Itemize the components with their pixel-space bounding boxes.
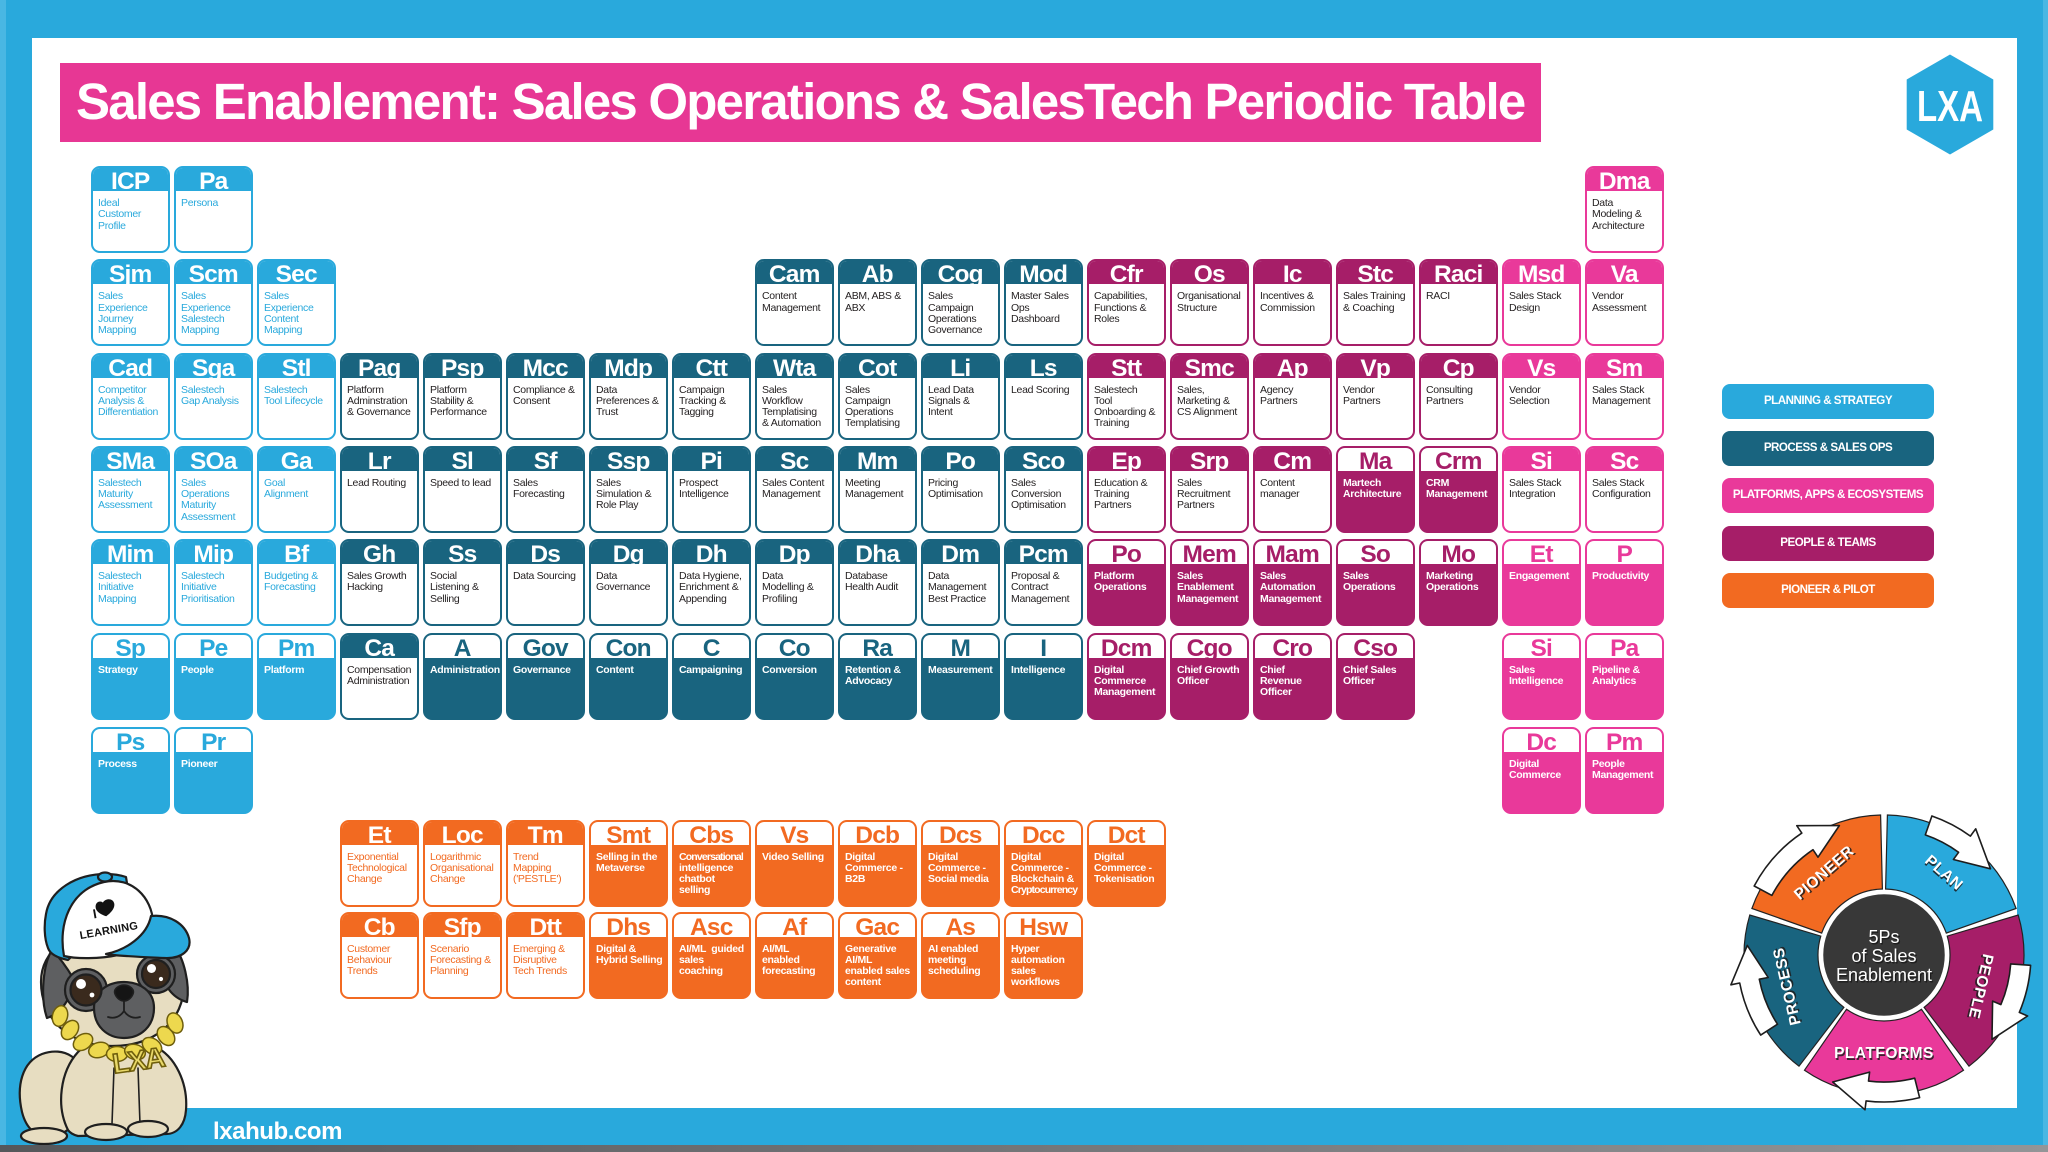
svg-text:Enablement: Enablement xyxy=(1837,967,1933,987)
svg-text:PLATFORMS: PLATFORMS xyxy=(1834,1045,1934,1062)
svg-text:of Sales: of Sales xyxy=(1853,948,1918,968)
svg-text:5Ps: 5Ps xyxy=(1870,929,1901,949)
svg-text:PLATFORMS: PLATFORMS xyxy=(1835,1047,1935,1064)
svg-text:5Ps: 5Ps xyxy=(1868,927,1899,947)
svg-text:of Sales: of Sales xyxy=(1851,946,1916,966)
svg-text:LXA: LXA xyxy=(1917,82,1983,131)
svg-text:I: I xyxy=(92,906,98,921)
svg-text:Enablement: Enablement xyxy=(1836,965,1932,985)
svg-text:LXA: LXA xyxy=(110,1041,167,1079)
